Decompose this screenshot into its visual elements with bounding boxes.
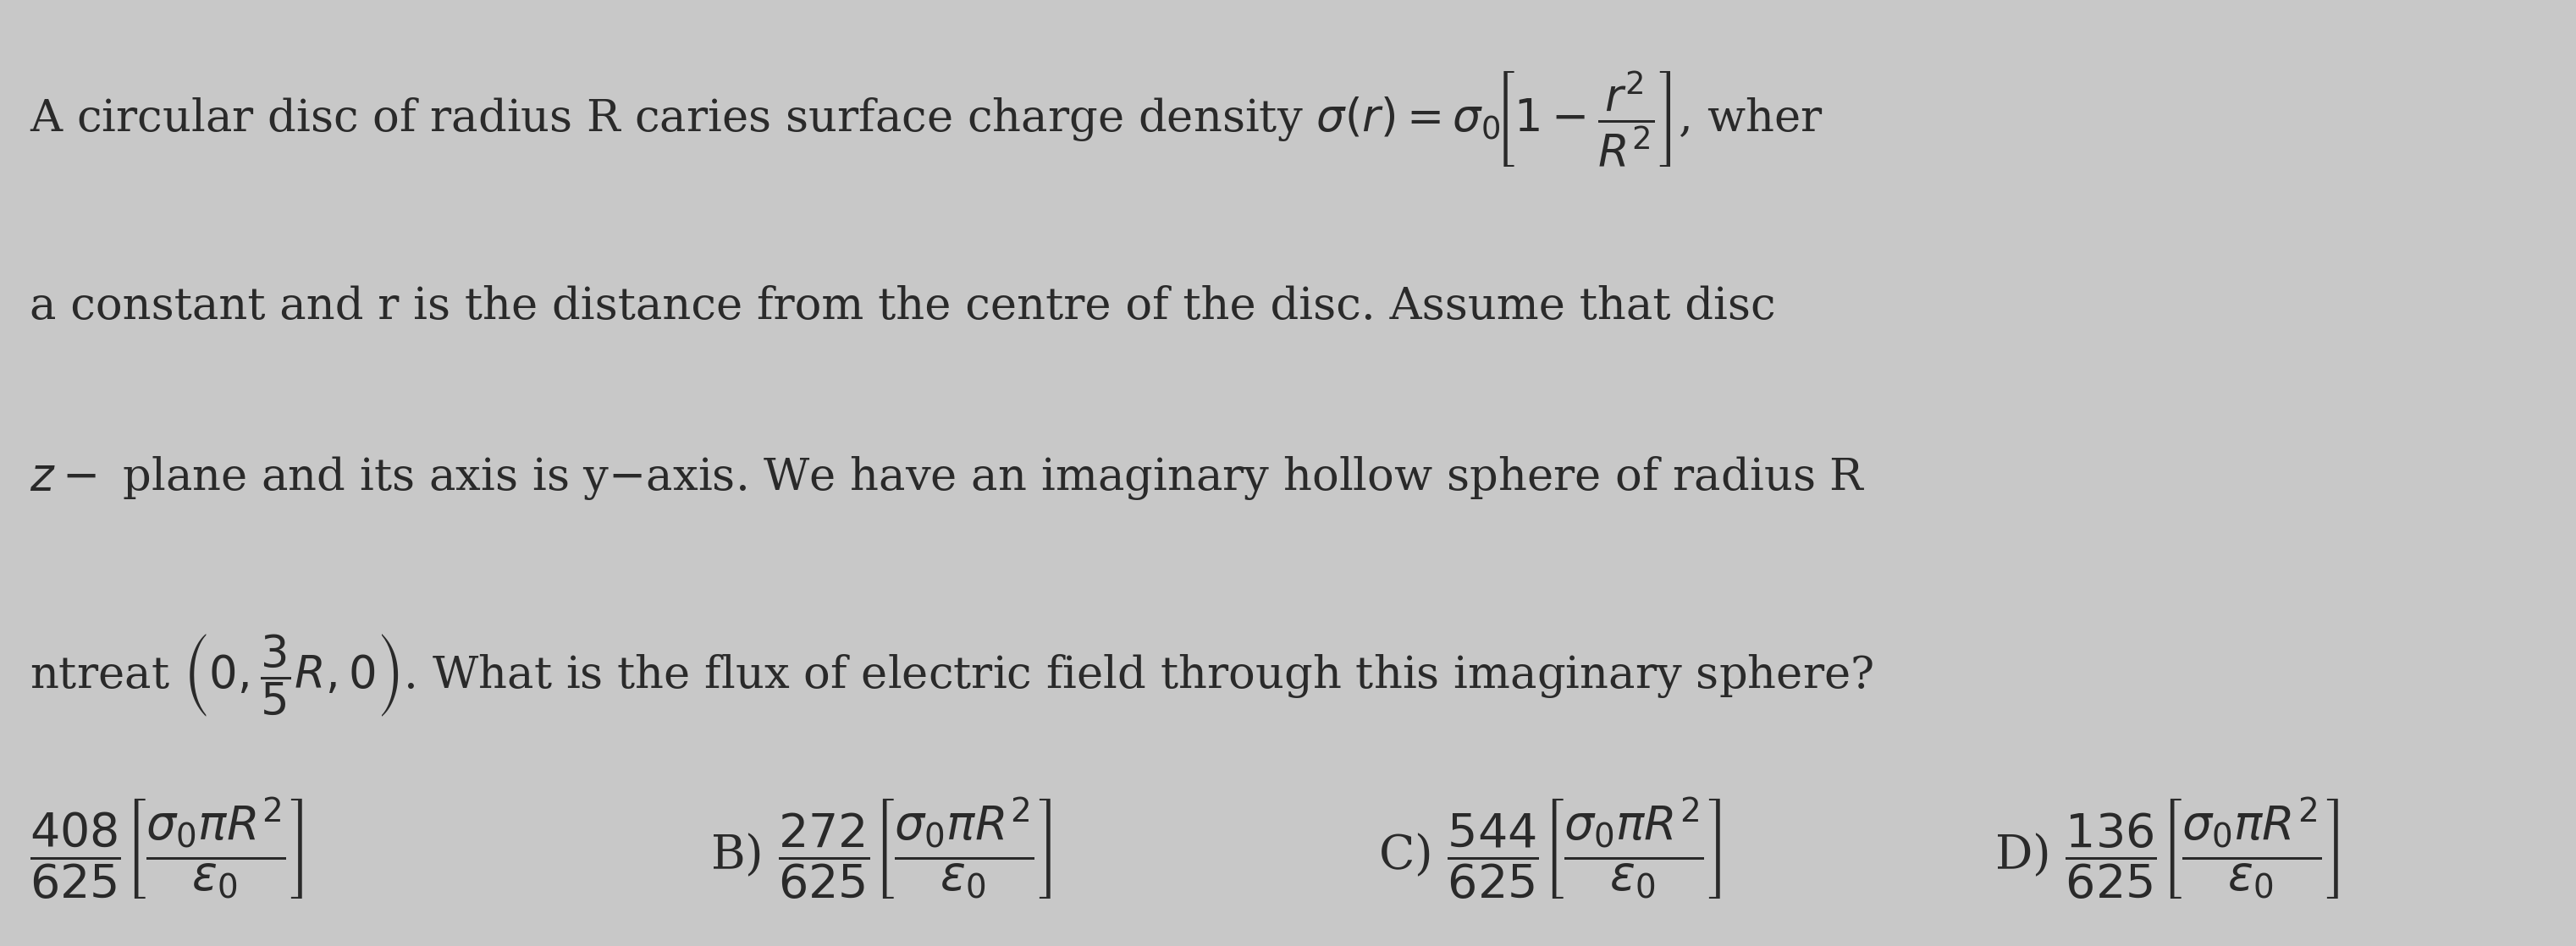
Text: a constant and r is the distance from the centre of the disc. Assume that disc: a constant and r is the distance from th… — [28, 285, 1775, 328]
Text: ntreat $\left(0,\dfrac{3}{5}R,0\right)$. What is the flux of electric field thro: ntreat $\left(0,\dfrac{3}{5}R,0\right)$.… — [28, 633, 1873, 719]
Text: A circular disc of radius R caries surface charge density $\sigma(r)=\sigma_0\!\: A circular disc of radius R caries surfa… — [28, 69, 1824, 169]
Text: B) $\dfrac{272}{625}\left[\dfrac{\sigma_0\pi R^2}{\varepsilon_0}\right]$: B) $\dfrac{272}{625}\left[\dfrac{\sigma_… — [711, 796, 1051, 902]
Text: D) $\dfrac{136}{625}\left[\dfrac{\sigma_0\pi R^2}{\varepsilon_0}\right]$: D) $\dfrac{136}{625}\left[\dfrac{\sigma_… — [1994, 796, 2339, 902]
Text: C) $\dfrac{544}{625}\left[\dfrac{\sigma_0\pi R^2}{\varepsilon_0}\right]$: C) $\dfrac{544}{625}\left[\dfrac{\sigma_… — [1378, 796, 1721, 902]
Text: $z-$ plane and its axis is y$-$axis. We have an imaginary hollow sphere of radiu: $z-$ plane and its axis is y$-$axis. We … — [28, 454, 1865, 501]
Text: $\dfrac{408}{625}\left[\dfrac{\sigma_0\pi R^2}{\varepsilon_0}\right]$: $\dfrac{408}{625}\left[\dfrac{\sigma_0\p… — [28, 796, 304, 902]
